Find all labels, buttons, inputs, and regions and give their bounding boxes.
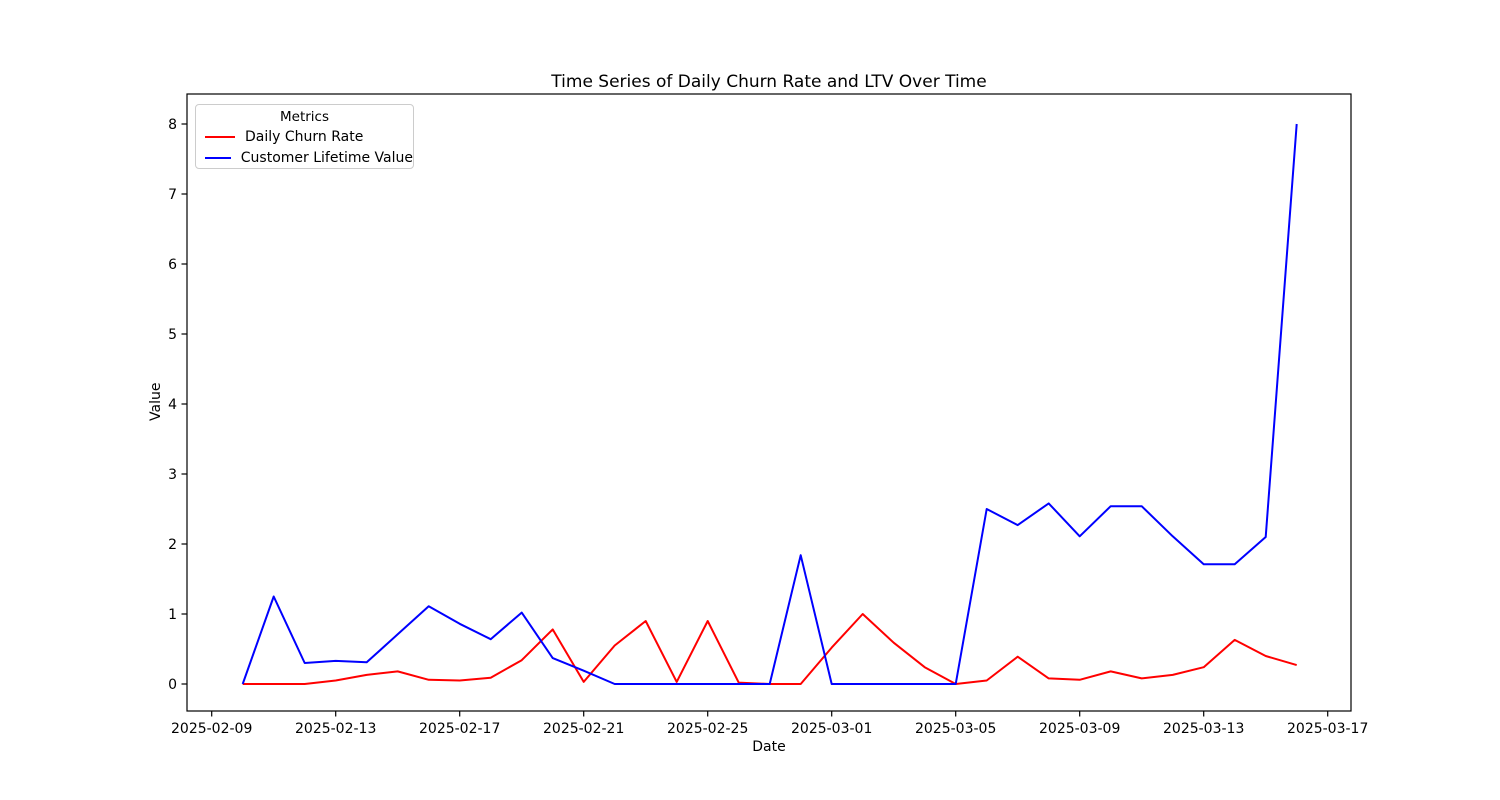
series-line-customer-lifetime-value <box>241 123 1298 685</box>
legend-row-churn: Daily Churn Rate <box>196 126 413 147</box>
x-tick-label: 2025-03-13 <box>1163 721 1244 737</box>
plot-area-border <box>186 93 1352 712</box>
y-tick-label: 1 <box>168 607 177 623</box>
y-tick-label: 6 <box>168 257 177 273</box>
y-tick-label: 2 <box>168 537 177 553</box>
x-tick-label: 2025-03-05 <box>915 721 996 737</box>
x-axis-label: Date <box>752 739 786 755</box>
x-tick-label: 2025-02-09 <box>171 721 252 737</box>
y-tick-label: 4 <box>168 397 177 413</box>
x-tick-label: 2025-02-13 <box>295 721 376 737</box>
y-axis-label: Value <box>148 382 164 421</box>
y-axis-ticks: 0 1 2 3 4 5 6 7 8 <box>168 117 187 693</box>
ltv-line-swatch-icon <box>205 156 231 159</box>
churn-line-swatch-icon <box>205 135 235 138</box>
x-tick-label: 2025-02-25 <box>667 721 748 737</box>
x-tick-label: 2025-03-17 <box>1287 721 1368 737</box>
x-axis-ticks: 2025-02-09 2025-02-13 2025-02-17 2025-02-21… <box>171 711 1368 737</box>
x-tick-label: 2025-02-17 <box>419 721 500 737</box>
chart-title: Time Series of Daily Churn Rate and LTV … <box>551 72 987 92</box>
y-tick-label: 8 <box>168 117 177 133</box>
legend-label-ltv: Customer Lifetime Value <box>240 149 413 166</box>
y-tick-label: 3 <box>168 467 177 483</box>
legend-label-churn: Daily Churn Rate <box>245 128 364 145</box>
x-tick-label: 2025-02-21 <box>543 721 624 737</box>
x-tick-label: 2025-03-01 <box>791 721 872 737</box>
y-tick-label: 0 <box>168 677 177 693</box>
x-tick-label: 2025-03-09 <box>1039 721 1120 737</box>
legend-title: Metrics <box>279 109 329 125</box>
legend: Metrics Daily Churn Rate Customer Lifeti… <box>195 104 414 169</box>
legend-row-ltv: Customer Lifetime Value <box>196 147 413 168</box>
series-lines <box>241 123 1298 685</box>
series-line-daily-churn-rate <box>242 613 1297 685</box>
y-tick-label: 5 <box>168 327 177 343</box>
y-tick-label: 7 <box>168 187 177 203</box>
